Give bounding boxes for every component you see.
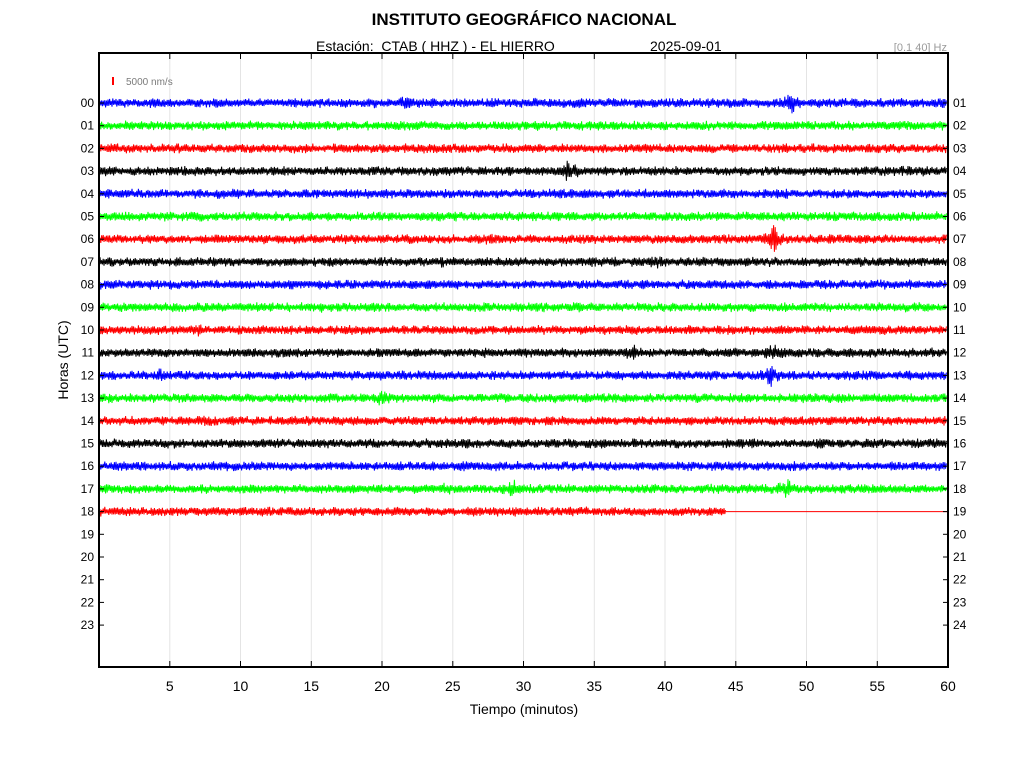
trace-hour-03 [99, 160, 947, 181]
trace-hour-12 [99, 365, 947, 387]
trace-hour-08 [99, 279, 947, 290]
trace-hour-13 [99, 390, 947, 406]
hour-label-right: 08 [953, 255, 967, 269]
hour-label-right: 22 [953, 573, 967, 587]
hour-label-right: 16 [953, 437, 967, 451]
hour-label-left: 20 [81, 550, 95, 564]
hour-label-left: 16 [81, 459, 95, 473]
hour-label-left: 19 [81, 527, 95, 541]
trace-hour-04 [99, 188, 947, 199]
hour-label-left: 21 [81, 573, 95, 587]
hour-label-left: 03 [81, 164, 95, 178]
hour-label-left: 22 [81, 595, 95, 609]
x-tick-label: 35 [587, 678, 603, 694]
x-tick-label: 60 [940, 678, 956, 694]
hour-label-right: 20 [953, 527, 967, 541]
hour-label-right: 12 [953, 346, 967, 360]
axis-ticks [99, 53, 949, 667]
x-tick-label: 55 [870, 678, 886, 694]
hour-label-left: 17 [81, 482, 95, 496]
seismic-traces [99, 94, 947, 517]
hour-label-right: 03 [953, 141, 967, 155]
hour-label-left: 18 [81, 505, 95, 519]
hour-label-left: 10 [81, 323, 95, 337]
hour-label-left: 01 [81, 119, 95, 133]
x-tick-label: 5 [166, 678, 174, 694]
trace-hour-11 [99, 344, 947, 360]
trace-hour-06 [99, 225, 947, 252]
station-label: Estación: CTAB ( HHZ ) - EL HIERRO [316, 38, 555, 54]
hour-label-left: 04 [81, 187, 95, 201]
hour-label-right: 06 [953, 210, 967, 224]
hour-label-right: 07 [953, 232, 967, 246]
hour-label-left: 13 [81, 391, 95, 405]
hour-label-left: 05 [81, 210, 95, 224]
y-axis-label: Horas (UTC) [55, 320, 71, 399]
hour-label-right: 02 [953, 119, 967, 133]
trace-hour-09 [99, 302, 947, 313]
trace-hour-15 [99, 438, 947, 449]
trace-hour-05 [99, 211, 947, 222]
hour-label-right: 14 [953, 391, 967, 405]
hour-label-right: 24 [953, 618, 967, 632]
hour-label-right: 17 [953, 459, 967, 473]
hour-label-left: 15 [81, 437, 95, 451]
left-hour-labels: 00 01 02 03 04 05 06 07 08 09 10 11 12 13 14 15 16 17 18 19… [81, 96, 95, 632]
scale-bar-mark [112, 77, 114, 85]
trace-hour-07 [99, 256, 947, 269]
x-tick-label: 50 [799, 678, 815, 694]
hour-label-left: 23 [81, 618, 95, 632]
hour-label-left: 08 [81, 278, 95, 292]
hour-label-right: 23 [953, 595, 967, 609]
hour-label-left: 06 [81, 232, 95, 246]
hour-label-left: 02 [81, 141, 95, 155]
date-label: 2025-09-01 [650, 38, 722, 54]
hour-label-left: 07 [81, 255, 95, 269]
hour-label-left: 12 [81, 368, 95, 382]
hour-label-right: 10 [953, 300, 967, 314]
hour-label-left: 14 [81, 414, 95, 428]
trace-hour-16 [99, 461, 947, 472]
chart-title: INSTITUTO GEOGRÁFICO NACIONAL [371, 10, 677, 29]
scale-bar-label: 5000 nm/s [126, 77, 173, 88]
hour-label-right: 11 [953, 323, 966, 337]
trace-hour-10 [99, 324, 947, 337]
x-tick-label: 40 [657, 678, 673, 694]
filter-band-label: [0.1 40] Hz [893, 42, 947, 54]
hour-label-right: 18 [953, 482, 967, 496]
x-tick-label: 30 [516, 678, 532, 694]
hour-label-right: 09 [953, 278, 967, 292]
trace-hour-01 [99, 120, 947, 131]
hour-label-right: 13 [953, 368, 967, 382]
trace-hour-17 [99, 479, 947, 498]
trace-hour-02 [99, 143, 947, 154]
hour-label-right: 21 [953, 550, 967, 564]
x-tick-label: 15 [304, 678, 320, 694]
trace-hour-00 [99, 94, 947, 114]
trace-hour-14 [99, 415, 947, 426]
hour-label-right: 05 [953, 187, 967, 201]
hour-label-right: 15 [953, 414, 967, 428]
x-tick-label: 10 [233, 678, 249, 694]
vertical-gridlines [169, 53, 878, 667]
hour-label-right: 04 [953, 164, 967, 178]
x-tick-label: 20 [374, 678, 390, 694]
hour-label-left: 00 [81, 96, 95, 110]
hour-label-left: 11 [82, 346, 95, 360]
hour-label-right: 01 [953, 96, 967, 110]
right-hour-labels: 01 02 03 04 05 06 07 08 09 10 11 12 13 14 15 16 17 18 19 20… [953, 96, 967, 632]
x-tick-label: 25 [445, 678, 461, 694]
x-tick-labels: 5 10 15 20 25 30 35 40 45 50 55 60 [166, 678, 956, 694]
hour-label-right: 19 [953, 505, 967, 519]
x-tick-label: 45 [728, 678, 744, 694]
x-axis-label: Tiempo (minutos) [470, 701, 578, 717]
trace-hour-18 [99, 506, 727, 517]
amplitude-scale: 5000 nm/s [112, 77, 173, 88]
hour-label-left: 09 [81, 300, 95, 314]
